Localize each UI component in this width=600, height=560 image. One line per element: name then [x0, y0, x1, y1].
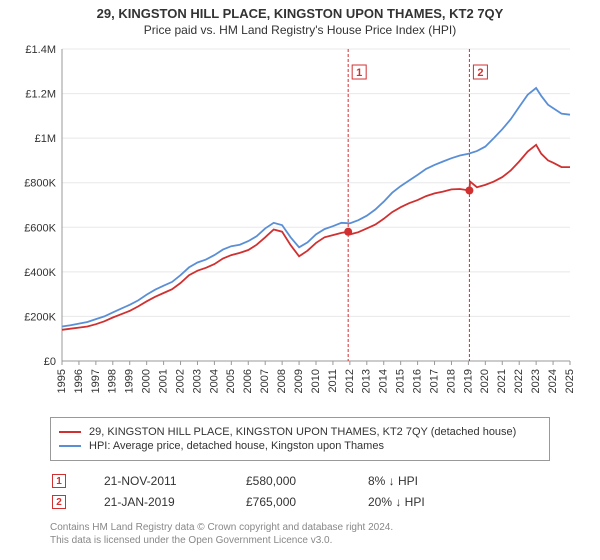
svg-text:2014: 2014 [378, 369, 390, 393]
svg-text:2012: 2012 [344, 369, 356, 393]
disclaimer-line1: Contains HM Land Registry data © Crown c… [50, 521, 600, 534]
disclaimer: Contains HM Land Registry data © Crown c… [50, 521, 600, 547]
svg-text:2019: 2019 [462, 369, 474, 393]
svg-text:1996: 1996 [73, 369, 85, 393]
svg-text:2001: 2001 [158, 369, 170, 393]
svg-text:2007: 2007 [259, 369, 271, 393]
svg-text:£600K: £600K [24, 222, 56, 234]
legend-swatch [59, 431, 81, 433]
marker-delta: 20% ↓ HPI [368, 492, 548, 511]
svg-text:2010: 2010 [310, 369, 322, 393]
svg-text:2002: 2002 [174, 369, 186, 393]
legend-row-hpi: HPI: Average price, detached house, King… [59, 440, 541, 452]
legend-row-price_paid: 29, KINGSTON HILL PLACE, KINGSTON UPON T… [59, 426, 541, 438]
svg-text:£1.4M: £1.4M [25, 44, 56, 56]
svg-text:2: 2 [477, 67, 483, 79]
svg-text:2017: 2017 [428, 369, 440, 393]
svg-text:2025: 2025 [564, 369, 576, 393]
legend-label: HPI: Average price, detached house, King… [89, 440, 384, 452]
svg-text:1: 1 [356, 67, 362, 79]
svg-text:2005: 2005 [225, 369, 237, 393]
marker-date: 21-JAN-2019 [104, 492, 244, 511]
svg-text:2020: 2020 [479, 369, 491, 393]
svg-text:2000: 2000 [141, 369, 153, 393]
svg-text:£400K: £400K [24, 267, 56, 279]
marker-delta: 8% ↓ HPI [368, 471, 548, 490]
chart-subtitle: Price paid vs. HM Land Registry's House … [0, 23, 600, 37]
chart-container: £0 £200K £400K £600K £800K £1M £1.2M £1.4M 1995 1… [18, 41, 578, 411]
marker-row-2: 2 21-JAN-2019£765,00020% ↓ HPI [52, 492, 548, 511]
disclaimer-line2: This data is licensed under the Open Gov… [50, 534, 600, 547]
svg-text:1998: 1998 [107, 369, 119, 393]
svg-text:£1M: £1M [35, 133, 56, 145]
marker-dot-2 [465, 187, 473, 195]
marker-date: 21-NOV-2011 [104, 471, 244, 490]
svg-text:2006: 2006 [242, 369, 254, 393]
marker-badge: 2 [52, 495, 66, 509]
legend-label: 29, KINGSTON HILL PLACE, KINGSTON UPON T… [89, 426, 516, 438]
line-chart: £0 £200K £400K £600K £800K £1M £1.2M £1.4M 1995 1… [18, 41, 578, 411]
legend: 29, KINGSTON HILL PLACE, KINGSTON UPON T… [50, 417, 550, 461]
marker-dot-1 [344, 228, 352, 236]
svg-text:2013: 2013 [361, 369, 373, 393]
svg-text:2023: 2023 [530, 369, 542, 393]
svg-text:£800K: £800K [24, 178, 56, 190]
legend-swatch [59, 445, 81, 447]
svg-text:£200K: £200K [24, 311, 56, 323]
svg-text:1995: 1995 [56, 369, 68, 393]
svg-text:2008: 2008 [276, 369, 288, 393]
marker-row-1: 1 21-NOV-2011£580,0008% ↓ HPI [52, 471, 548, 490]
series-hpi [62, 88, 570, 327]
svg-text:1997: 1997 [90, 369, 102, 393]
series-price_paid [62, 145, 570, 330]
svg-text:2011: 2011 [327, 369, 339, 393]
svg-text:2004: 2004 [208, 369, 220, 393]
svg-text:2003: 2003 [191, 369, 203, 393]
marker-price: £580,000 [246, 471, 366, 490]
svg-text:2018: 2018 [445, 369, 457, 393]
svg-text:£0: £0 [44, 356, 56, 368]
marker-price: £765,000 [246, 492, 366, 511]
svg-text:2016: 2016 [412, 369, 424, 393]
svg-text:1999: 1999 [124, 369, 136, 393]
svg-text:2024: 2024 [547, 369, 559, 393]
markers-table: 1 21-NOV-2011£580,0008% ↓ HPI 2 21-JAN-2019… [50, 469, 550, 513]
svg-text:2021: 2021 [496, 369, 508, 393]
svg-text:2022: 2022 [513, 369, 525, 393]
chart-title: 29, KINGSTON HILL PLACE, KINGSTON UPON T… [0, 6, 600, 21]
marker-badge: 1 [52, 474, 66, 488]
svg-text:2015: 2015 [395, 369, 407, 393]
svg-text:2009: 2009 [293, 369, 305, 393]
svg-text:£1.2M: £1.2M [25, 89, 56, 101]
